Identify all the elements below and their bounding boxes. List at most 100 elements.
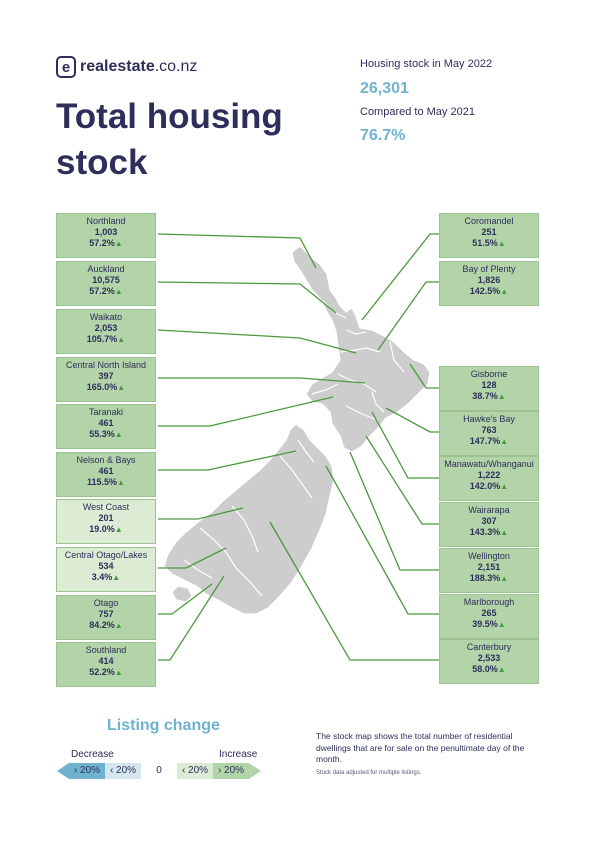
connector-taranaki	[158, 396, 334, 427]
region-change: 55.3%	[89, 429, 115, 439]
region-box-otago: Otago 757 84.2%▲	[56, 595, 156, 640]
connector-waikato	[157, 329, 357, 354]
legend-segment-zero: 0	[141, 763, 177, 779]
connector-nelson-bays	[158, 450, 297, 471]
region-change: 19.0%	[89, 524, 115, 534]
legend-decrease-label: Decrease	[71, 749, 114, 760]
legend-title: Listing change	[107, 717, 220, 734]
increase-arrow-icon: ▲	[497, 392, 506, 401]
region-stock: 461	[98, 466, 114, 476]
region-name: Nelson & Bays	[76, 455, 136, 465]
logo-wordmark: realestate.co.nz	[80, 58, 197, 76]
region-box-waikato: Waikato 2,053 105.7%▲	[56, 309, 156, 354]
increase-arrow-icon: ▲	[500, 437, 509, 446]
connector-coromandel	[361, 233, 442, 321]
increase-arrow-icon: ▲	[114, 525, 123, 534]
region-name: Waikato	[89, 312, 123, 322]
region-box-canterbury: Canterbury 2,533 58.0%▲	[439, 639, 539, 684]
region-name: Canterbury	[466, 642, 512, 652]
region-change: 142.0%	[469, 481, 501, 491]
increase-arrow-icon: ▲	[497, 665, 506, 674]
decrease-arrow-icon	[57, 763, 69, 779]
connector-gisborne	[409, 363, 442, 389]
region-box-gisborne: Gisborne 128 38.7%▲	[439, 366, 539, 411]
legend-segment-large-decrease: › 20%	[69, 763, 105, 779]
connector-auckland	[157, 281, 337, 314]
connector-lines	[157, 233, 442, 661]
region-stock: 128	[481, 380, 497, 390]
region-box-west-coast: West Coast 201 19.0%▲	[56, 499, 156, 544]
region-box-central-otago-lakes: Central Otago/Lakes 534 3.4%▲	[56, 547, 156, 592]
connector-canterbury	[269, 521, 442, 661]
region-change: 84.2%	[89, 620, 115, 630]
region-box-wairarapa: Wairarapa 307 143.3%▲	[439, 502, 539, 547]
region-change: 51.5%	[472, 238, 498, 248]
increase-arrow-icon: ▲	[114, 668, 123, 677]
region-change: 147.7%	[469, 436, 501, 446]
connector-marlborough	[325, 465, 442, 615]
legend-scale: › 20% ‹ 20% 0 ‹ 20% › 20%	[57, 763, 261, 779]
region-change: 3.4%	[91, 572, 113, 582]
region-name: Wellington	[468, 551, 510, 561]
footnote: The stock map shows the total number of …	[316, 731, 525, 764]
region-stock: 414	[98, 656, 114, 666]
region-name: Southland	[85, 645, 127, 655]
increase-arrow-icon: ▲	[117, 478, 125, 487]
connector-otago	[158, 583, 213, 615]
increase-arrow-icon: ▲	[117, 335, 126, 344]
increase-arrow-icon: ▲	[500, 287, 509, 296]
increase-arrow-icon: ▲	[500, 482, 509, 491]
increase-arrow-icon: ▲	[114, 621, 123, 630]
region-change: 115.5%	[87, 477, 118, 487]
south-island-shape	[163, 423, 335, 615]
region-change: 165.0%	[86, 382, 118, 392]
stock-label: Housing stock in May 2022	[360, 58, 493, 70]
region-box-hawkes-bay: Hawke's Bay 763 147.7%▲	[439, 411, 539, 456]
connector-manawatu	[371, 411, 442, 479]
legend-increase-label: Increase	[219, 749, 258, 760]
region-change: 188.3%	[469, 573, 501, 583]
brand-logo[interactable]: e realestate.co.nz	[56, 55, 197, 79]
region-stock: 2,053	[94, 323, 118, 333]
increase-arrow-icon: ▲	[114, 430, 123, 439]
connector-central-otago	[158, 547, 227, 569]
region-stock: 1,003	[94, 227, 118, 237]
region-box-manawatu-whanganui: Manawatu/Whanganui 1,222 142.0%▲	[439, 456, 539, 501]
increase-arrow-icon: ▲	[500, 574, 509, 583]
region-box-central-north-island: Central North Island 397 165.0%▲	[56, 357, 156, 402]
region-box-taranaki: Taranaki 461 55.3%▲	[56, 404, 156, 449]
increase-arrow-icon: ▲	[117, 383, 126, 392]
region-change: 105.7%	[86, 334, 118, 344]
region-name: Manawatu/Whanganui	[444, 459, 534, 469]
region-name: Auckland	[87, 264, 125, 274]
region-name: Gisborne	[470, 369, 508, 379]
region-change: 58.0%	[472, 664, 498, 674]
region-name: Bay of Plenty	[462, 264, 516, 274]
connector-hawkes-bay	[385, 407, 442, 433]
region-stock: 2,151	[477, 562, 501, 572]
region-change: 39.5%	[472, 619, 498, 629]
increase-arrow-icon: ▲	[112, 573, 121, 582]
region-stock: 757	[98, 609, 114, 619]
region-name: Taranaki	[88, 407, 124, 417]
region-name: Marlborough	[463, 597, 515, 607]
region-name: Central North Island	[65, 360, 147, 370]
region-name: Northland	[86, 216, 126, 226]
region-stock: 307	[481, 516, 497, 526]
page-title-line-2: stock	[56, 143, 148, 182]
region-stock: 265	[481, 608, 497, 618]
region-stock: 534	[98, 561, 114, 571]
increase-arrow-icon: ▲	[497, 239, 506, 248]
region-name: Otago	[93, 598, 119, 608]
region-change: 57.2%	[89, 286, 115, 296]
region-change: 142.5%	[469, 286, 501, 296]
region-box-northland: Northland 1,003 57.2%▲	[56, 213, 156, 258]
connector-northland	[157, 233, 317, 269]
region-box-nelson-bays: Nelson & Bays 461 115.5%▲	[56, 452, 156, 497]
connector-west-coast	[158, 507, 244, 520]
legend-segment-small-increase: ‹ 20%	[177, 763, 213, 779]
region-name: Coromandel	[464, 216, 514, 226]
connector-bay-of-plenty	[377, 281, 442, 351]
region-box-coromandel: Coromandel 251 51.5%▲	[439, 213, 539, 258]
legend-segment-large-increase: › 20%	[213, 763, 249, 779]
